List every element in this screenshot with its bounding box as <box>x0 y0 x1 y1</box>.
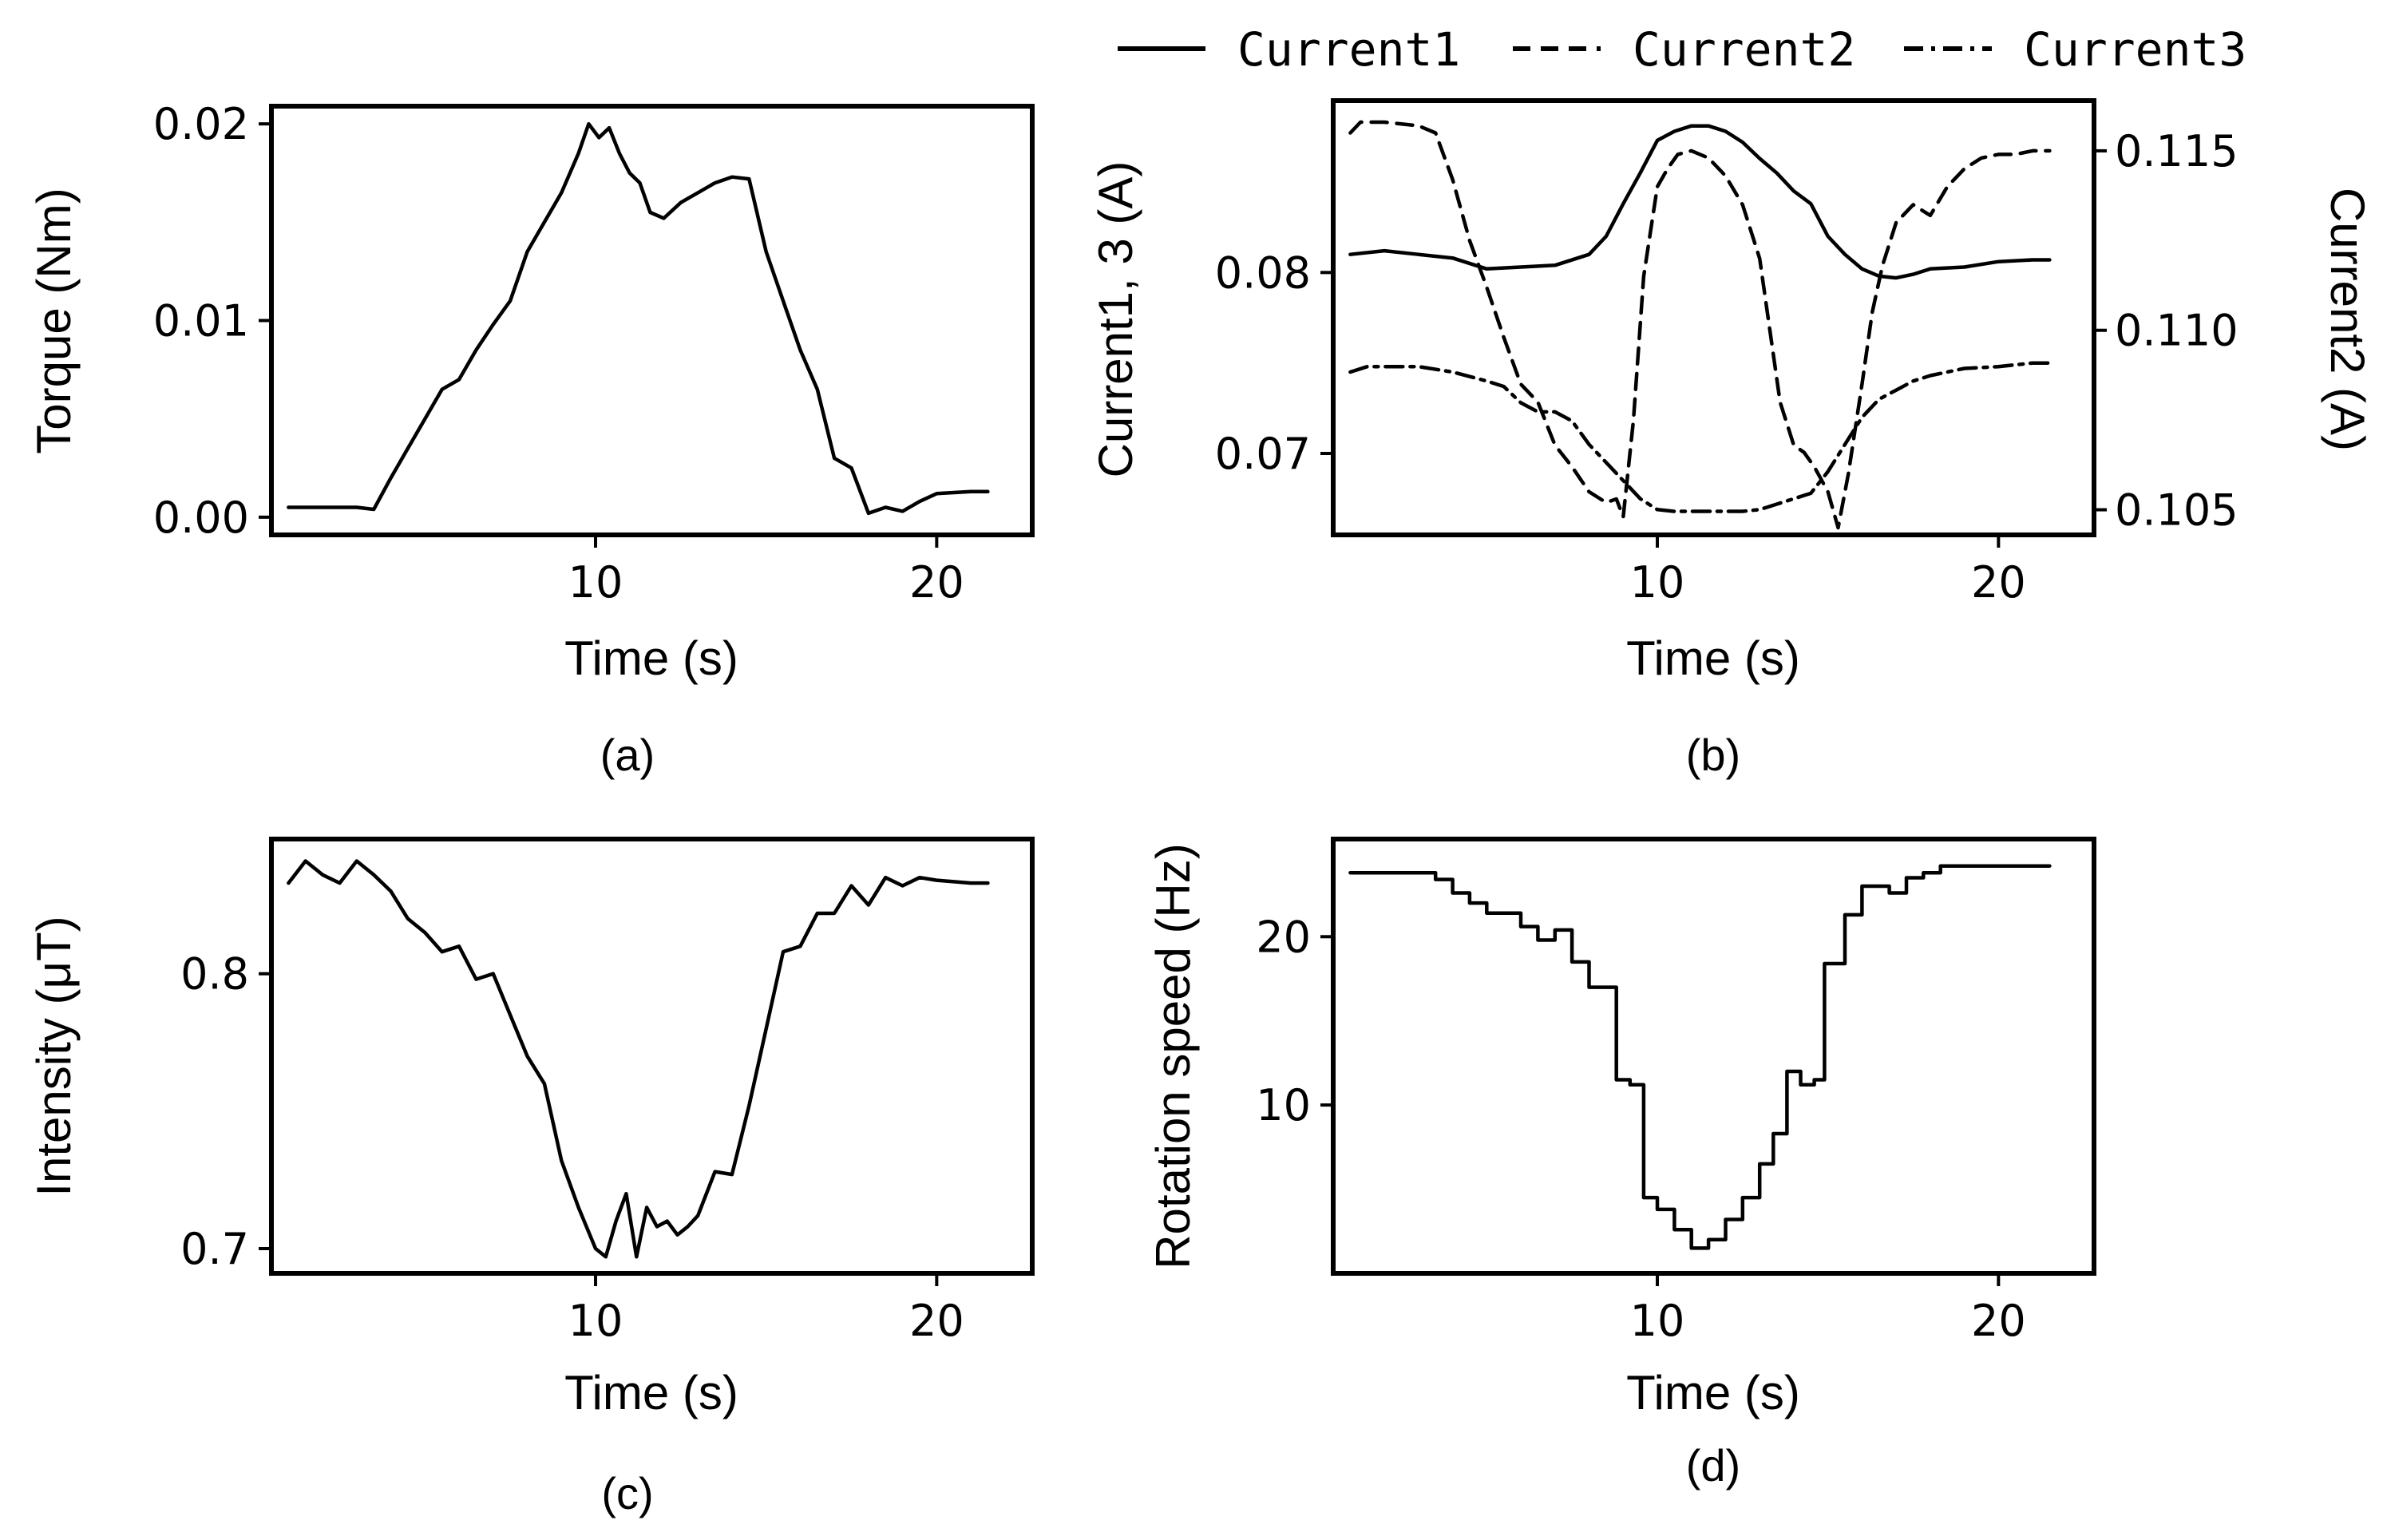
panel-b-ylabel-right: Current2 (A) <box>2321 188 2374 451</box>
panel-a-series-torque <box>287 121 990 516</box>
panel-b-ticks: 10 20 0.07 0.08 0.105 0.110 0.115 <box>1215 126 2239 608</box>
panel-b-ytick-right-label-2: 0.115 <box>2115 126 2239 176</box>
panel-c: 10 20 0.7 0.8 Time (s) Intensity (μT) (c) <box>27 837 1035 1518</box>
panel-d-caption: (d) <box>1686 1440 1740 1491</box>
panel-d-frame <box>1331 837 2096 1276</box>
panel-b-ytick-label-0: 0.07 <box>1215 429 1311 479</box>
panel-c-ytick-label-0: 0.7 <box>180 1224 249 1274</box>
panel-b-ytick-label-1: 0.08 <box>1215 247 1311 298</box>
legend-label-current1: Current1 <box>1237 22 1460 77</box>
panel-a-ytick-label-2: 0.02 <box>153 99 249 149</box>
panel-c-series <box>287 859 990 1259</box>
panel-d-series-rotation-speed <box>1348 864 2052 1250</box>
panel-b-series-current3 <box>1348 361 2052 513</box>
panel-d-ytick-label-0: 10 <box>1256 1080 1311 1130</box>
panel-c-caption: (c) <box>601 1468 653 1518</box>
panel-a-ylabel: Torque (Nm) <box>27 188 81 453</box>
panel-c-series-intensity <box>287 859 990 1259</box>
panel-d-xlabel: Time (s) <box>1626 1366 1800 1419</box>
legend-label-current2: Current2 <box>1633 22 1855 77</box>
panel-b-ytick-right-label-1: 0.110 <box>2115 306 2239 356</box>
panel-b: 10 20 0.07 0.08 0.105 0.110 0.115 Time (s) Cur… <box>1089 22 2374 780</box>
panel-b-xlabel: Time (s) <box>1626 631 1800 685</box>
panel-b-ytick-right-label-0: 0.105 <box>2115 485 2239 536</box>
panel-d: 10 20 10 20 Time (s) Rotation speed (Hz) (d… <box>1146 837 2096 1491</box>
panel-a-xlabel: Time (s) <box>564 631 738 685</box>
panel-b-frame <box>1331 98 2096 537</box>
panel-b-series-current2 <box>1348 120 2052 530</box>
panel-c-ylabel: Intensity (μT) <box>27 916 81 1196</box>
panel-d-ylabel: Rotation speed (Hz) <box>1146 843 1200 1269</box>
panel-b-caption: (b) <box>1686 730 1740 780</box>
panel-b-series-current1 <box>1348 124 2052 280</box>
panel-d-ticks: 10 20 10 20 <box>1256 912 2025 1346</box>
panel-c-ticks: 10 20 0.7 0.8 <box>180 949 964 1346</box>
panel-c-xtick-label-0: 10 <box>568 1296 623 1346</box>
panel-a-series <box>287 121 990 516</box>
panel-d-xtick-label-1: 20 <box>1971 1296 2026 1346</box>
panel-a-ytick-label-0: 0.00 <box>153 493 249 543</box>
panel-a-ytick-label-1: 0.01 <box>153 296 249 346</box>
panel-c-ytick-label-1: 0.8 <box>180 949 249 1000</box>
panel-d-ytick-label-1: 20 <box>1256 912 1311 962</box>
panel-b-ylabel-left: Current1, 3 (A) <box>1089 161 1142 478</box>
panel-b-series <box>1348 120 2052 530</box>
panel-a-xtick-label-0: 10 <box>568 557 623 608</box>
panel-a-caption: (a) <box>600 730 655 780</box>
legend-label-current3: Current3 <box>2024 22 2246 77</box>
panel-a-xtick-label-1: 20 <box>909 557 964 608</box>
panel-c-xlabel: Time (s) <box>564 1366 738 1419</box>
legend: Current1 Current2 Current3 <box>1118 22 2246 77</box>
panel-d-xtick-label-0: 10 <box>1630 1296 1685 1346</box>
panel-a: 10 20 0.00 0.01 0.02 Time (s) Torque (Nm) (a… <box>27 99 1035 780</box>
panel-a-ticks: 10 20 0.00 0.01 0.02 <box>153 99 964 608</box>
panel-d-series <box>1348 864 2052 1250</box>
panel-b-xtick-label-1: 20 <box>1971 557 2026 608</box>
panel-b-xtick-label-0: 10 <box>1630 557 1685 608</box>
panel-c-xtick-label-1: 20 <box>909 1296 964 1346</box>
panel-c-frame <box>269 837 1035 1276</box>
